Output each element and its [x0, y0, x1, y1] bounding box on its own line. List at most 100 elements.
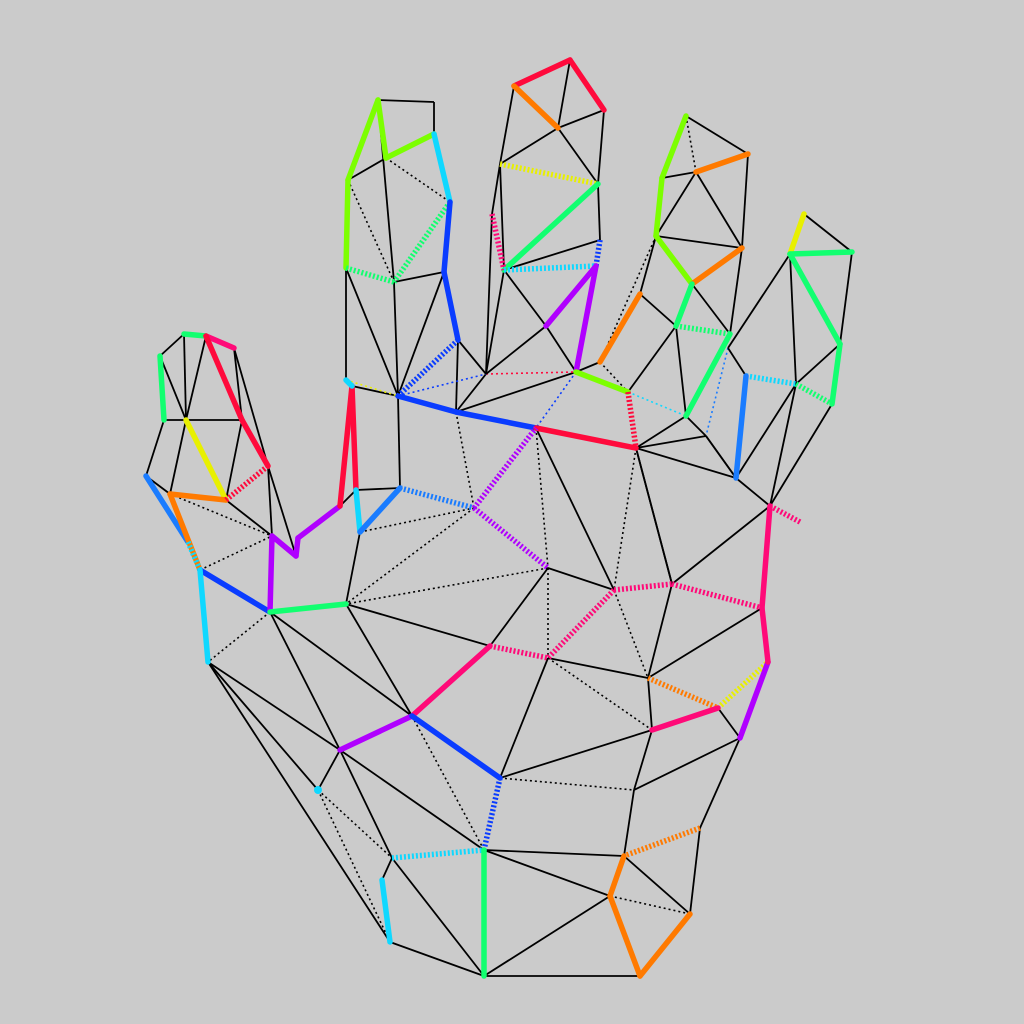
mesh-edge [547, 657, 649, 679]
mesh-vertex-marker [314, 786, 322, 794]
mesh-edge [167, 491, 229, 503]
mesh-edge [661, 171, 697, 179]
mesh-edge [653, 175, 665, 239]
mesh-edge [239, 417, 271, 469]
mesh-edge [337, 713, 415, 753]
mesh-edge [769, 403, 833, 507]
mesh-edge [345, 379, 399, 397]
mesh-edge [625, 391, 639, 449]
mesh-edge [729, 247, 743, 335]
mesh-edge [345, 507, 475, 605]
mesh-edge [409, 713, 503, 781]
mesh-edge [481, 777, 503, 851]
mesh-edge [269, 611, 341, 751]
mesh-edge [635, 435, 707, 449]
mesh-edge [339, 749, 393, 859]
mesh-edge [787, 211, 807, 257]
mesh-edge [691, 283, 731, 335]
mesh-edge [685, 415, 707, 437]
mesh-edge [185, 335, 207, 421]
mesh-edge [633, 729, 653, 791]
mesh-edge [397, 373, 487, 397]
mesh-edge [705, 347, 729, 437]
mesh-edge [345, 531, 361, 605]
mesh-edge [224, 463, 270, 503]
mesh-edge [717, 707, 741, 739]
mesh-edge [145, 419, 165, 477]
mesh-edge [613, 581, 673, 593]
mesh-edge [573, 369, 631, 395]
mesh-edge [267, 465, 297, 557]
mesh-edge [759, 605, 771, 665]
mesh-edge [733, 373, 749, 481]
mesh-edge [607, 893, 643, 979]
mesh-edge [269, 611, 413, 717]
mesh-edge [207, 611, 271, 663]
mesh-edge [599, 361, 629, 393]
mesh-edge [511, 57, 573, 89]
mesh-edge [455, 411, 475, 509]
mesh-edge [735, 383, 797, 479]
mesh-edge [293, 535, 301, 559]
mesh-edge [695, 171, 743, 249]
mesh-edge [699, 737, 741, 829]
mesh-edge [693, 151, 751, 175]
mesh-edge [609, 895, 691, 915]
mesh-edge [671, 505, 771, 585]
mesh-edge [803, 213, 853, 253]
mesh-edge [455, 373, 487, 413]
mesh-edge [741, 153, 749, 249]
mesh-edge [169, 419, 187, 495]
mesh-edge [503, 269, 547, 327]
mesh-edge [225, 419, 243, 501]
mesh-edge [345, 567, 549, 605]
mesh-edge [389, 941, 485, 977]
mesh-edge [483, 849, 625, 857]
mesh-edge [769, 383, 797, 507]
mesh-edge [489, 643, 549, 661]
mesh-edge [269, 533, 299, 559]
mesh-edge [391, 200, 453, 284]
mesh-edge [345, 267, 399, 397]
mesh-edge [607, 853, 627, 899]
mesh-edge [395, 393, 459, 415]
mesh-edge [653, 233, 695, 287]
mesh-edge [197, 567, 273, 615]
mesh-edge [317, 749, 341, 791]
mesh-edge [457, 339, 487, 375]
mesh-edge [627, 325, 677, 393]
mesh-edge [203, 333, 237, 351]
mesh-edge [409, 643, 493, 719]
mesh-edge [351, 385, 399, 397]
mesh-edge [485, 325, 547, 375]
mesh-edge [659, 113, 689, 181]
mesh-edge [347, 179, 395, 283]
mesh-edge [267, 533, 275, 615]
mesh-edge [472, 505, 550, 571]
mesh-edge [347, 157, 387, 181]
mesh-edge [705, 435, 737, 479]
mesh-edge [317, 789, 393, 859]
mesh-edge [647, 677, 653, 731]
mesh-edge [485, 213, 493, 375]
mesh-edge [503, 263, 597, 273]
mesh-edge [633, 737, 741, 791]
mesh-edge [159, 333, 185, 357]
mesh-edge [557, 109, 605, 129]
mesh-edge [345, 265, 395, 285]
mesh-edge [646, 675, 720, 711]
mesh-edge [183, 417, 229, 503]
mesh-edge [673, 281, 695, 329]
mesh-edge [647, 583, 673, 679]
mesh-edge [689, 827, 701, 915]
mesh-edge [441, 199, 453, 275]
mesh-edge [675, 325, 687, 417]
mesh-edge [499, 777, 635, 791]
mesh-edge [207, 661, 391, 943]
mesh-edge [225, 499, 273, 537]
mesh-edge [593, 239, 603, 267]
mesh-edge [267, 465, 273, 537]
mesh-edge [787, 249, 855, 257]
mesh-edge [547, 567, 615, 591]
